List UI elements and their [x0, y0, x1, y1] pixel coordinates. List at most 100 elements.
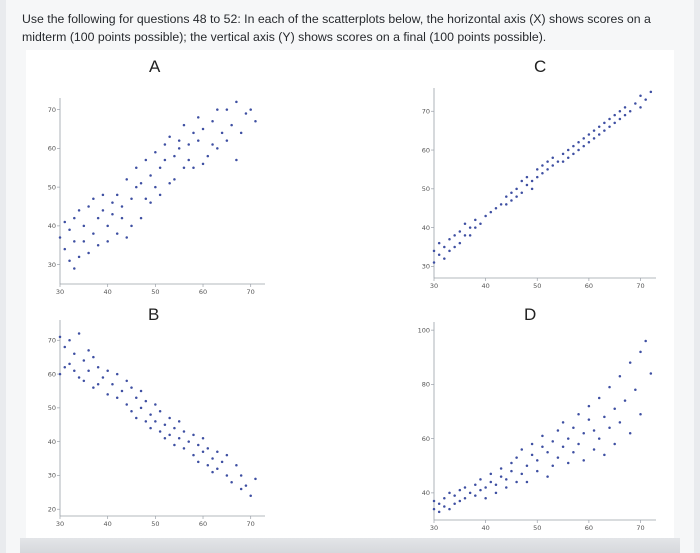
- scatter-point: [58, 236, 62, 239]
- scatter-point: [220, 460, 224, 464]
- scatter-point: [249, 494, 252, 497]
- scatter-point: [577, 412, 580, 416]
- scatter-point: [216, 450, 219, 454]
- scatter-point: [546, 450, 549, 454]
- scatter-point: [587, 141, 591, 144]
- x-tick-label: 50: [533, 282, 541, 290]
- scatter-point: [149, 413, 152, 416]
- scatter-point: [197, 443, 200, 447]
- scatter-point: [239, 474, 243, 477]
- scatter-point: [139, 389, 143, 393]
- scatter-point: [453, 502, 456, 505]
- scatter-point: [623, 399, 627, 402]
- scatter-point: [608, 385, 611, 389]
- y-tick-label: 40: [48, 222, 56, 230]
- scatter-point: [73, 267, 76, 270]
- scatter-point: [182, 123, 186, 127]
- scatter-point: [125, 403, 128, 406]
- scatter-point: [639, 412, 642, 416]
- scatter-point: [613, 442, 616, 446]
- y-tick-label: 30: [48, 261, 56, 269]
- scatter-point: [443, 257, 446, 260]
- scatter-point: [197, 460, 200, 464]
- scatter-point: [168, 182, 171, 185]
- scatter-point: [566, 148, 570, 152]
- scatter-point: [510, 461, 513, 465]
- scatter-point: [92, 355, 95, 359]
- scatter-point: [111, 382, 114, 386]
- scatter-point: [158, 430, 162, 433]
- scatter-point: [225, 453, 229, 457]
- y-tick-label: 50: [48, 404, 56, 412]
- scatter-point: [484, 486, 487, 489]
- scatter-point: [437, 510, 441, 514]
- scatter-point: [468, 491, 472, 495]
- scatter-point: [587, 418, 591, 421]
- scatter-point: [448, 237, 451, 241]
- scatter-point: [254, 477, 257, 481]
- scatter-point: [239, 131, 243, 135]
- scatter-point: [458, 499, 462, 503]
- scatter-point: [115, 372, 119, 376]
- scatter-point: [77, 376, 81, 379]
- scatter-point: [499, 475, 503, 478]
- scatter-point: [73, 216, 76, 220]
- scatter-point: [101, 376, 105, 379]
- scatter-point: [206, 154, 210, 158]
- x-tick-label: 50: [151, 288, 159, 296]
- scatter-point: [530, 179, 534, 183]
- scatter-point: [68, 339, 71, 342]
- scatter-point: [592, 137, 596, 140]
- scatter-point: [618, 421, 622, 424]
- scatter-point: [220, 131, 224, 135]
- scatter-point: [168, 433, 171, 437]
- x-tick-label: 60: [585, 282, 593, 290]
- scatter-point: [73, 352, 76, 356]
- scatter-point: [432, 507, 436, 511]
- scatter-point: [139, 216, 143, 220]
- scatter-point: [551, 164, 554, 167]
- scatter-point: [144, 420, 148, 423]
- scatter-point: [139, 182, 143, 185]
- scatter-point: [437, 241, 441, 245]
- scatter-point: [603, 129, 606, 132]
- y-tick-label: 30: [48, 472, 56, 480]
- scatter-point: [120, 216, 124, 220]
- scatter-point: [125, 236, 128, 239]
- scatter-point: [437, 253, 441, 256]
- y-tick-label: 60: [48, 370, 56, 378]
- panel-letter: C: [534, 57, 546, 76]
- scatter-point: [125, 178, 128, 181]
- scatter-point: [463, 234, 467, 237]
- scatter-point: [577, 148, 580, 152]
- scatter-point: [536, 469, 539, 473]
- scatter-point: [173, 178, 176, 181]
- scatter-point: [561, 421, 565, 424]
- y-tick-label: 70: [48, 106, 56, 114]
- scatter-point: [432, 499, 436, 503]
- scatter-point: [106, 224, 109, 228]
- scatter-point: [634, 102, 637, 105]
- scatter-point: [216, 467, 219, 470]
- scatter-point: [82, 224, 86, 228]
- scatter-point: [458, 488, 462, 492]
- question-text: Use the following for questions 48 to 52…: [22, 10, 682, 46]
- scatter-point: [561, 445, 565, 449]
- scatter-point: [82, 359, 86, 362]
- scatter-point: [468, 226, 472, 229]
- scatter-point: [192, 433, 195, 437]
- scatter-point: [505, 478, 508, 481]
- scatter-point: [239, 487, 243, 491]
- scatter-point: [101, 193, 105, 197]
- scatter-point: [432, 249, 436, 253]
- panel-letter: A: [149, 57, 161, 76]
- scatter-point: [144, 399, 148, 403]
- scatter-point: [63, 366, 67, 369]
- scatter-point: [87, 251, 90, 255]
- scatter-point: [163, 143, 167, 146]
- scatter-point: [96, 366, 100, 369]
- x-tick-label: 30: [56, 288, 64, 296]
- scatterplot-a: A 30 40 50 60 70 30 40 50 60 70: [48, 57, 265, 296]
- scatter-point: [182, 166, 186, 169]
- scatter-point: [603, 453, 606, 457]
